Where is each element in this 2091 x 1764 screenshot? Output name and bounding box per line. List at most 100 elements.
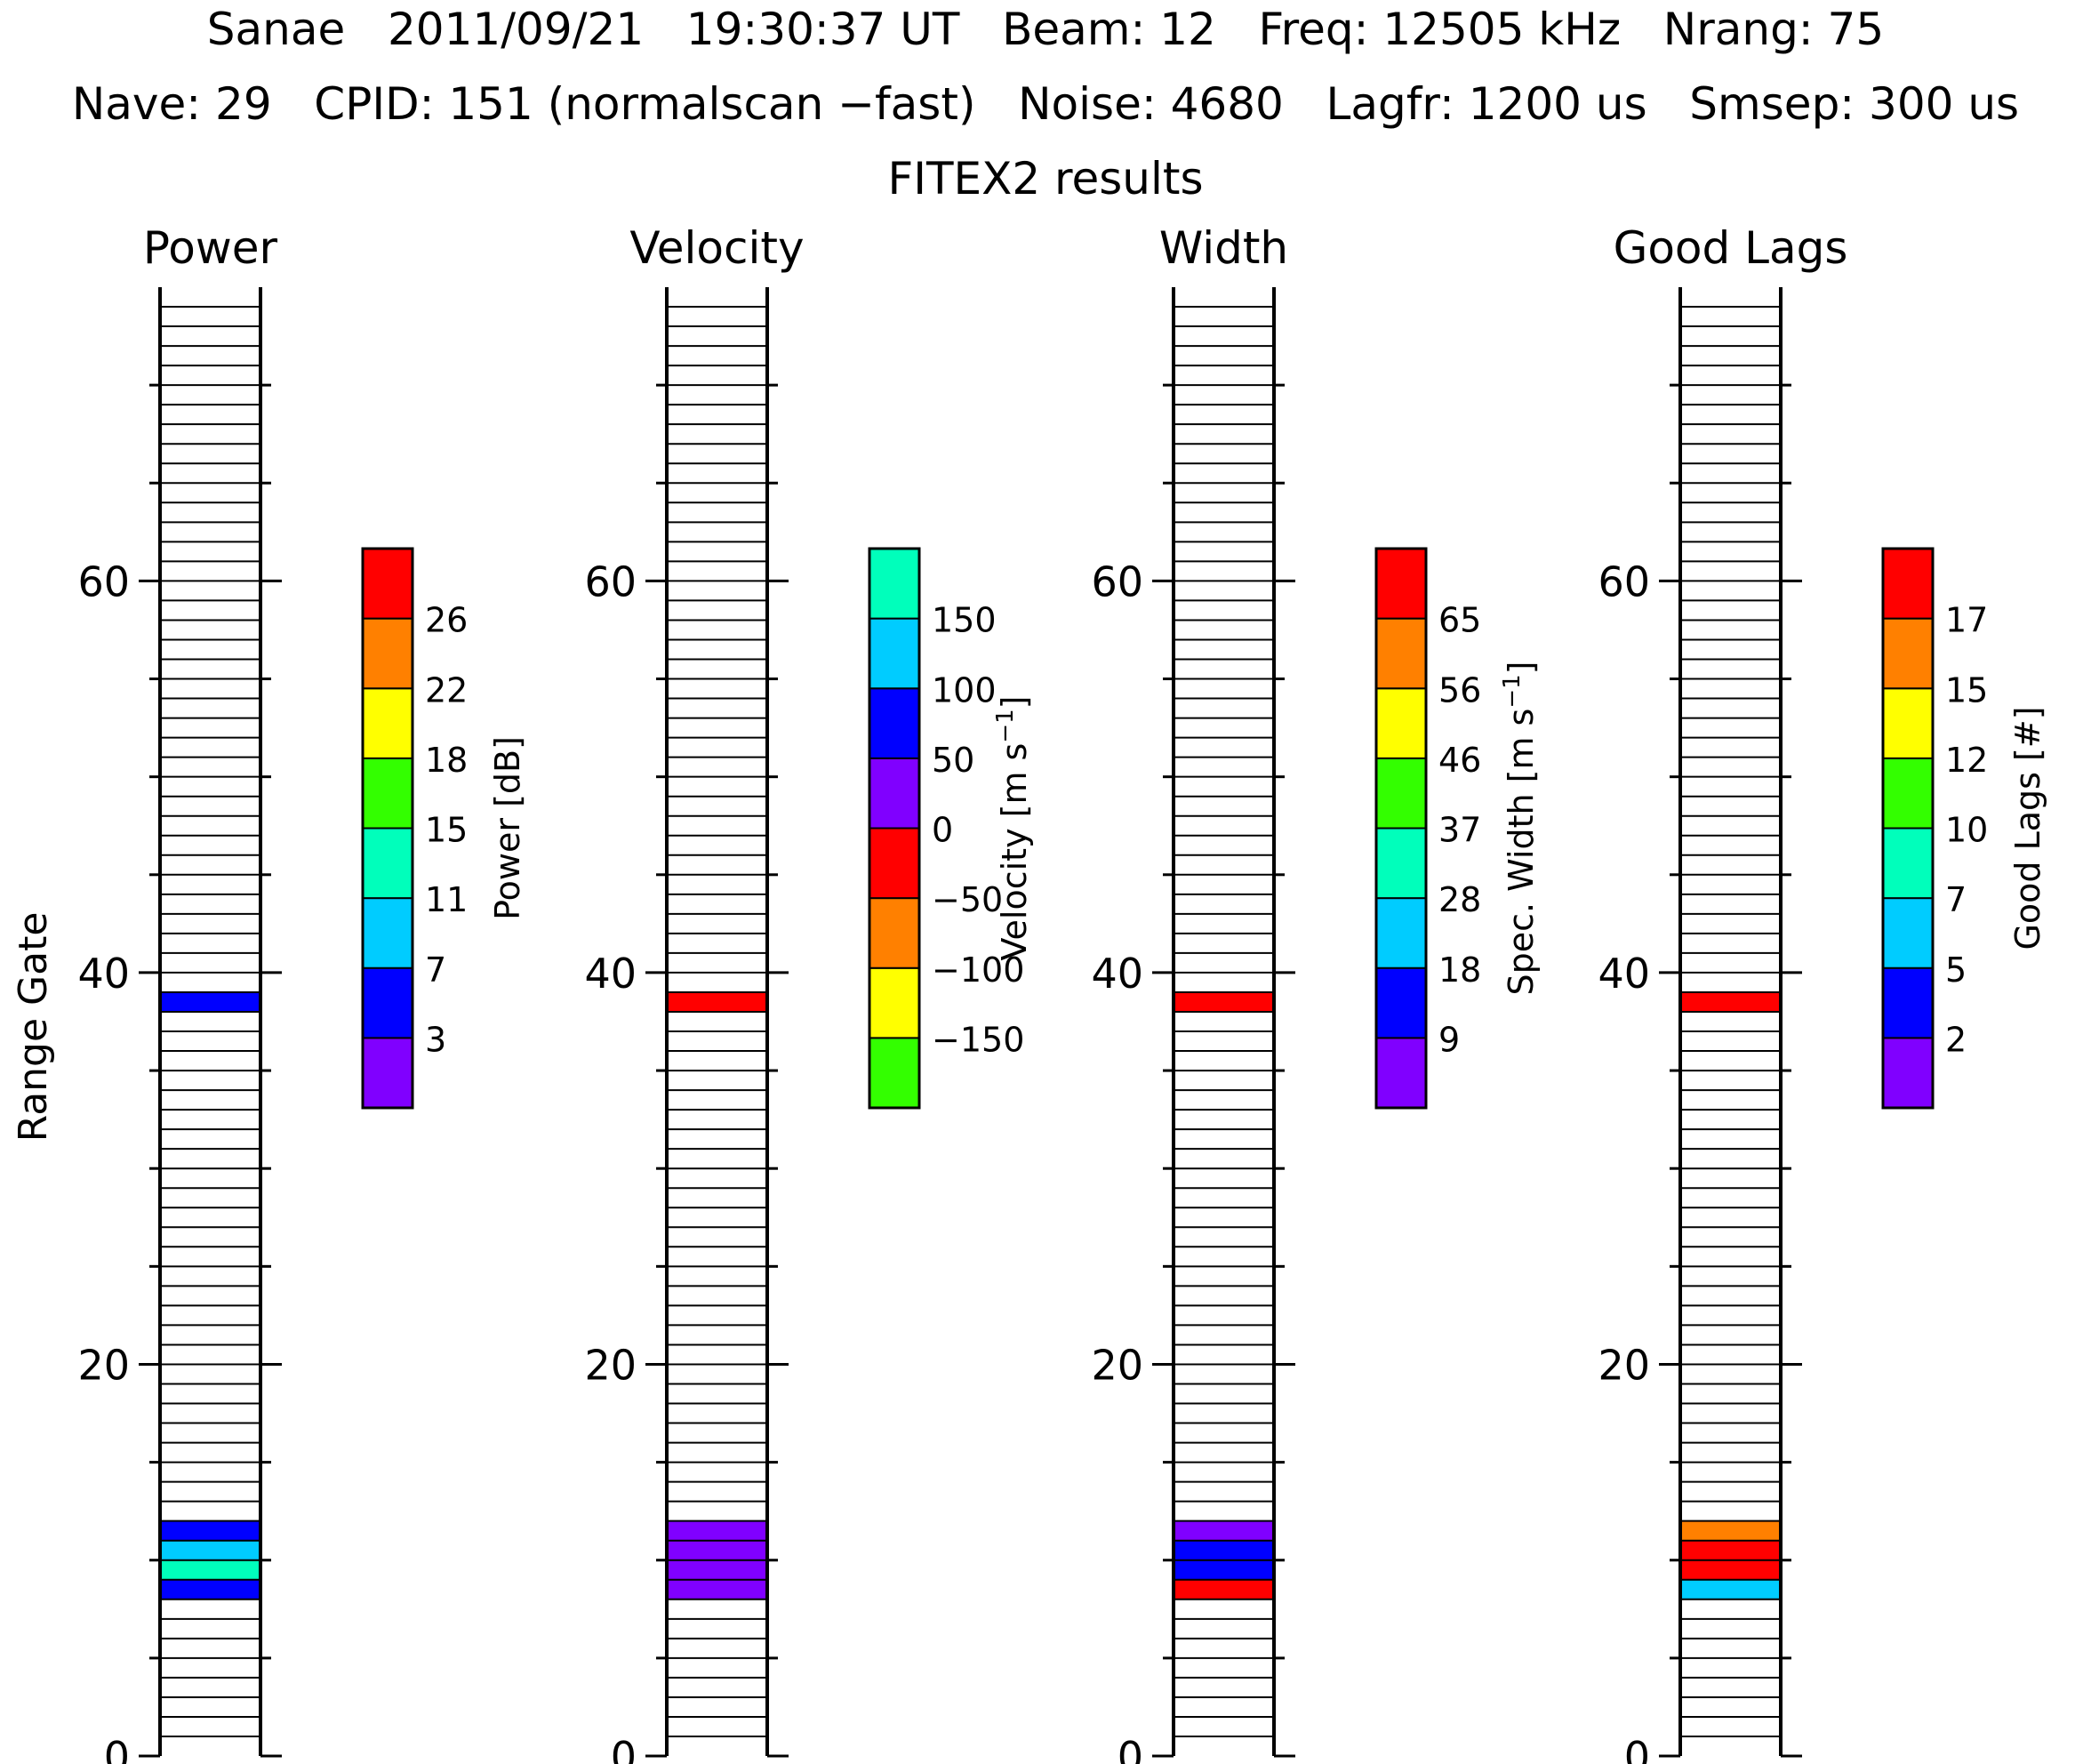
range-gate-cell [1680, 1520, 1781, 1541]
colorbar-label: Power [dB] [488, 736, 527, 920]
colorbar-tick-label: 3 [425, 1020, 446, 1059]
range-gate-cell [667, 1579, 767, 1600]
colorbar-swatch [1882, 548, 1934, 620]
colorbar-tick-label: −100 [932, 950, 1024, 990]
y-tick-label: 20 [1091, 1341, 1143, 1389]
colorbar-tick-label: 18 [1438, 950, 1481, 990]
colorbar-swatch [869, 1037, 920, 1109]
colorbar-swatch [1882, 897, 1934, 969]
colorbar-tick-label: 12 [1945, 741, 1988, 780]
range-gate-cell [1174, 991, 1274, 1012]
colorbar-swatch [869, 897, 920, 969]
colorbar-tick-label: 11 [425, 880, 468, 919]
range-gate-cell [667, 1560, 767, 1580]
colorbar-tick-label: 65 [1438, 601, 1481, 640]
colorbar-tick-label: 17 [1945, 601, 1988, 640]
colorbar-swatch [362, 966, 413, 1039]
colorbar-swatch [1375, 687, 1427, 759]
colorbar-tick-label: 15 [1945, 670, 1988, 710]
colorbar-tick-label: 0 [932, 811, 953, 850]
colorbar-label: Spec. Width [m s−1] [1499, 661, 1541, 995]
colorbar-tick-label: 46 [1438, 741, 1481, 780]
colorbar-tick-label: −50 [932, 880, 1003, 919]
range-gate-cell [160, 1579, 260, 1600]
colorbar-swatch [362, 827, 413, 900]
y-tick-label: 0 [104, 1733, 130, 1764]
y-tick-label: 0 [611, 1733, 637, 1764]
y-tick-label: 60 [584, 557, 637, 605]
colorbar-swatch [1882, 617, 1934, 690]
colorbar-tick-label: 100 [932, 670, 997, 710]
colorbar-swatch [362, 897, 413, 969]
colorbar-tick-label: 22 [425, 670, 468, 710]
colorbar-swatch [869, 687, 920, 759]
range-gate-cell [1680, 1560, 1781, 1580]
colorbar-tick-label: 56 [1438, 670, 1481, 710]
colorbar-tick-label: −150 [932, 1020, 1024, 1059]
colorbar-swatch [869, 966, 920, 1039]
header-line-2: Nave: 29 CPID: 151 (normalscan −fast) No… [71, 78, 2020, 130]
colorbar-swatch [1882, 757, 1934, 830]
colorbar-swatch [1882, 966, 1934, 1039]
colorbar-swatch [1375, 757, 1427, 830]
range-gate-cell [160, 991, 260, 1012]
colorbar-swatch [1375, 548, 1427, 620]
colorbar-swatch [362, 617, 413, 690]
colorbar-swatch [1882, 827, 1934, 900]
colorbar-frame [1881, 547, 1935, 1110]
colorbar-swatch [1882, 1037, 1934, 1109]
panel-title: Velocity [629, 222, 804, 274]
colorbar-swatch [362, 1037, 413, 1109]
header-line-3: FITEX2 results [887, 153, 1204, 204]
colorbar-tick-label: 15 [425, 811, 468, 850]
colorbar-tick-label: 7 [425, 950, 446, 990]
range-gate-cell [160, 1540, 260, 1560]
y-tick-label: 0 [1624, 1733, 1650, 1764]
colorbar-swatch [869, 617, 920, 690]
y-tick-label: 40 [584, 950, 637, 998]
range-gate-cell [1174, 1579, 1274, 1600]
y-axis-label: Range Gate [11, 912, 56, 1143]
y-tick-label: 20 [77, 1341, 130, 1389]
colorbar-label: Good Lags [#] [2008, 706, 2047, 950]
y-tick-label: 40 [77, 950, 130, 998]
y-tick-label: 20 [584, 1341, 637, 1389]
colorbar-swatch [1375, 1037, 1427, 1109]
colorbar-tick-label: 7 [1945, 880, 1967, 919]
colorbar-swatch [1882, 687, 1934, 759]
y-tick-label: 40 [1598, 950, 1650, 998]
colorbar-label: Velocity [m s−1] [992, 695, 1034, 960]
colorbar-swatch [869, 827, 920, 900]
colorbar-swatch [362, 757, 413, 830]
y-tick-label: 60 [1091, 557, 1143, 605]
y-tick-label: 60 [1598, 557, 1650, 605]
colorbar-swatch [1375, 827, 1427, 900]
colorbar-frame [868, 547, 921, 1110]
colorbar-swatch [362, 548, 413, 620]
colorbar-tick-label: 5 [1945, 950, 1967, 990]
colorbar-swatch [1375, 966, 1427, 1039]
range-gate-cell [1680, 991, 1781, 1012]
panel-title: Width [1159, 222, 1288, 274]
range-gate-cell [1174, 1560, 1274, 1580]
colorbar-tick-label: 2 [1945, 1020, 1967, 1059]
range-gate-cell [160, 1520, 260, 1541]
panel-title: Power [143, 222, 278, 274]
header-line-1: Sanae 2011/09/21 19:30:37 UT Beam: 12 Fr… [206, 4, 1885, 55]
colorbar-tick-label: 10 [1945, 811, 1988, 850]
colorbar-tick-label: 50 [932, 741, 974, 780]
colorbar-swatch [1375, 897, 1427, 969]
colorbar-swatch [869, 548, 920, 620]
range-gate-cell [160, 1560, 260, 1580]
range-gate-cell [667, 1540, 767, 1560]
colorbar-frame [1374, 547, 1428, 1110]
y-tick-label: 0 [1118, 1733, 1143, 1764]
colorbar-tick-label: 18 [425, 741, 468, 780]
y-tick-label: 60 [77, 557, 130, 605]
colorbar-tick-label: 9 [1438, 1020, 1460, 1059]
range-gate-cell [667, 991, 767, 1012]
colorbar-swatch [1375, 617, 1427, 690]
colorbar-tick-label: 26 [425, 601, 468, 640]
colorbar-swatch [362, 687, 413, 759]
